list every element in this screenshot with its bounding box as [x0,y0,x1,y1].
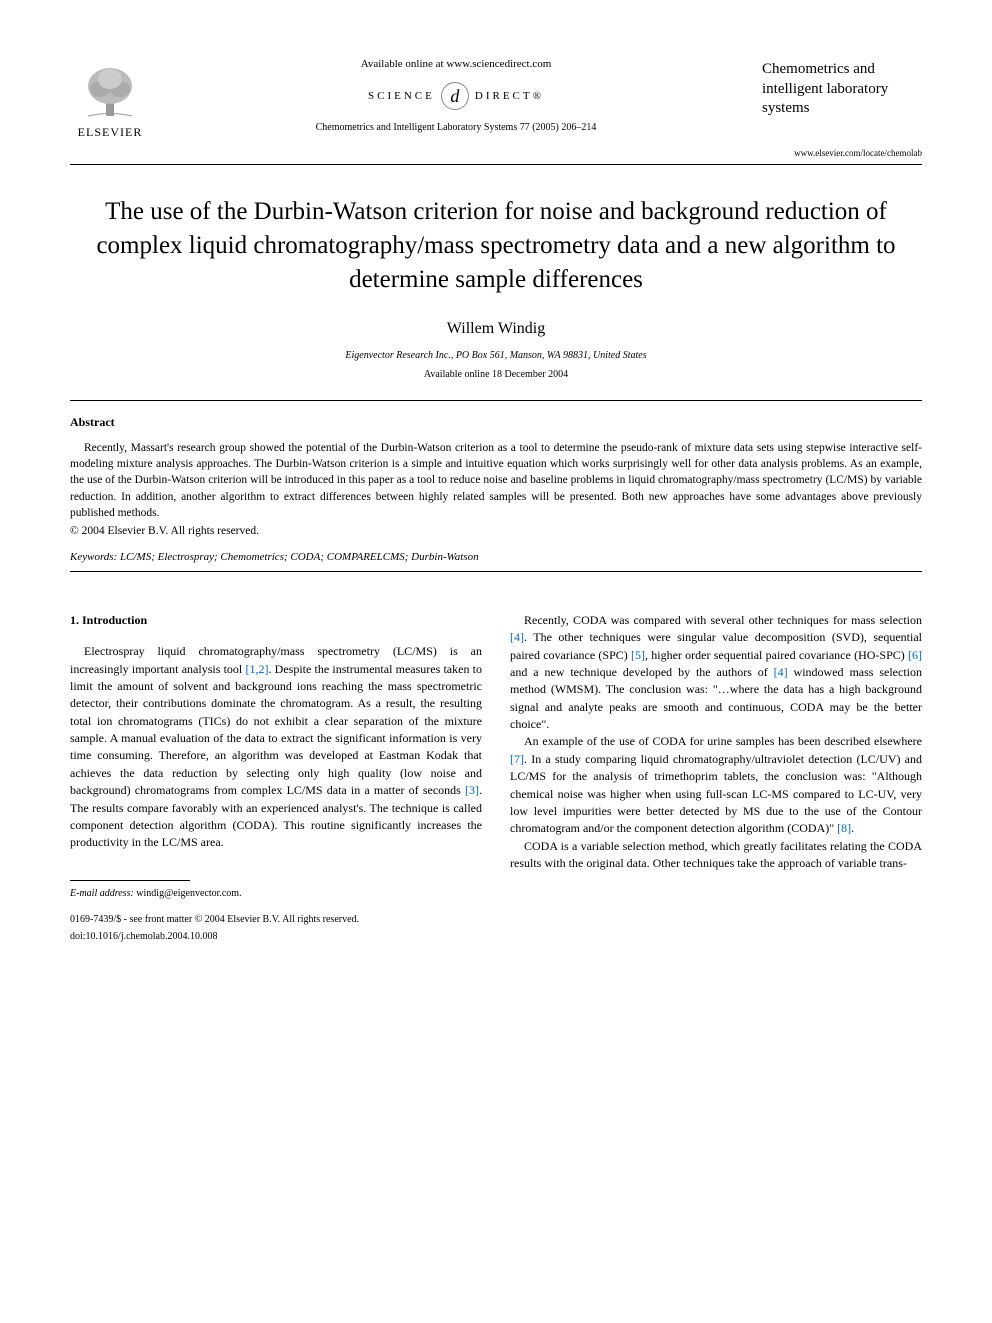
intro-paragraph-1: Electrospray liquid chromatography/mass … [70,643,482,852]
intro-paragraph-3: An example of the use of CODA for urine … [510,733,922,837]
science-direct-icon: d [441,82,469,110]
ref-link-8[interactable]: [8] [837,821,851,835]
publication-date: Available online 18 December 2004 [70,369,922,380]
body-columns: 1. Introduction Electrospray liquid chro… [70,612,922,947]
email-footnote: E-mail address: windig@eigenvector.com. [70,887,482,902]
abstract-text: Recently, Massart's research group showe… [70,440,922,520]
email-address: windig@eigenvector.com. [136,888,241,899]
text-run: . Despite the instrumental measures take… [70,662,482,798]
text-run: , higher order sequential paired covaria… [645,648,908,662]
email-label: E-mail address: [70,888,134,899]
publisher-logo: ELSEVIER [70,50,150,140]
author-name: Willem Windig [70,320,922,338]
text-run: and a new technique developed by the aut… [510,665,774,679]
ref-link-4a[interactable]: [4] [510,630,524,644]
available-online-text: Available online at www.sciencedirect.co… [150,58,762,70]
header-bar: ELSEVIER Available online at www.science… [70,50,922,140]
citation-line: Chemometrics and Intelligent Laboratory … [150,122,762,133]
ref-link-4b[interactable]: [4] [774,665,788,679]
ref-link-6[interactable]: [6] [908,648,922,662]
journal-url: www.elsevier.com/locate/chemolab [70,148,922,158]
intro-paragraph-2: Recently, CODA was compared with several… [510,612,922,734]
science-direct-left: SCIENCE [368,90,435,102]
section-1-heading: 1. Introduction [70,612,482,629]
abstract-heading: Abstract [70,415,922,430]
elsevier-tree-icon [80,61,140,121]
text-run: An example of the use of CODA for urine … [524,734,922,748]
science-direct-right: DIRECT® [475,90,544,102]
ref-link-7[interactable]: [7] [510,752,524,766]
right-column: Recently, CODA was compared with several… [510,612,922,947]
footnote-divider [70,880,190,881]
ref-link-1-2[interactable]: [1,2] [245,662,268,676]
intro-paragraph-4: CODA is a variable selection method, whi… [510,838,922,873]
keywords-text: LC/MS; Electrospray; Chemometrics; CODA;… [120,551,479,563]
abstract-bottom-divider [70,571,922,572]
author-affiliation: Eigenvector Research Inc., PO Box 561, M… [70,350,922,361]
header-divider [70,164,922,165]
abstract-top-divider [70,400,922,401]
ref-link-5[interactable]: [5] [631,648,645,662]
doi-line: doi:10.1016/j.chemolab.2004.10.008 [70,930,482,945]
text-run: . In a study comparing liquid chromatogr… [510,752,922,836]
text-run: Recently, CODA was compared with several… [524,613,922,627]
article-title: The use of the Durbin-Watson criterion f… [90,195,902,296]
ref-link-3[interactable]: [3] [465,783,479,797]
copyright-line: © 2004 Elsevier B.V. All rights reserved… [70,525,922,537]
header-center: Available online at www.sciencedirect.co… [150,50,762,133]
left-column: 1. Introduction Electrospray liquid chro… [70,612,482,947]
journal-logo: Chemometrics and intelligent laboratory … [762,50,922,119]
journal-title-text: Chemometrics and intelligent laboratory … [762,60,922,119]
publisher-name: ELSEVIER [78,125,143,140]
text-run: . [851,821,854,835]
keywords-line: Keywords: LC/MS; Electrospray; Chemometr… [70,551,922,563]
issn-line: 0169-7439/$ - see front matter © 2004 El… [70,913,482,928]
science-direct-logo: SCIENCE d DIRECT® [368,82,544,110]
keywords-label: Keywords: [70,551,117,563]
